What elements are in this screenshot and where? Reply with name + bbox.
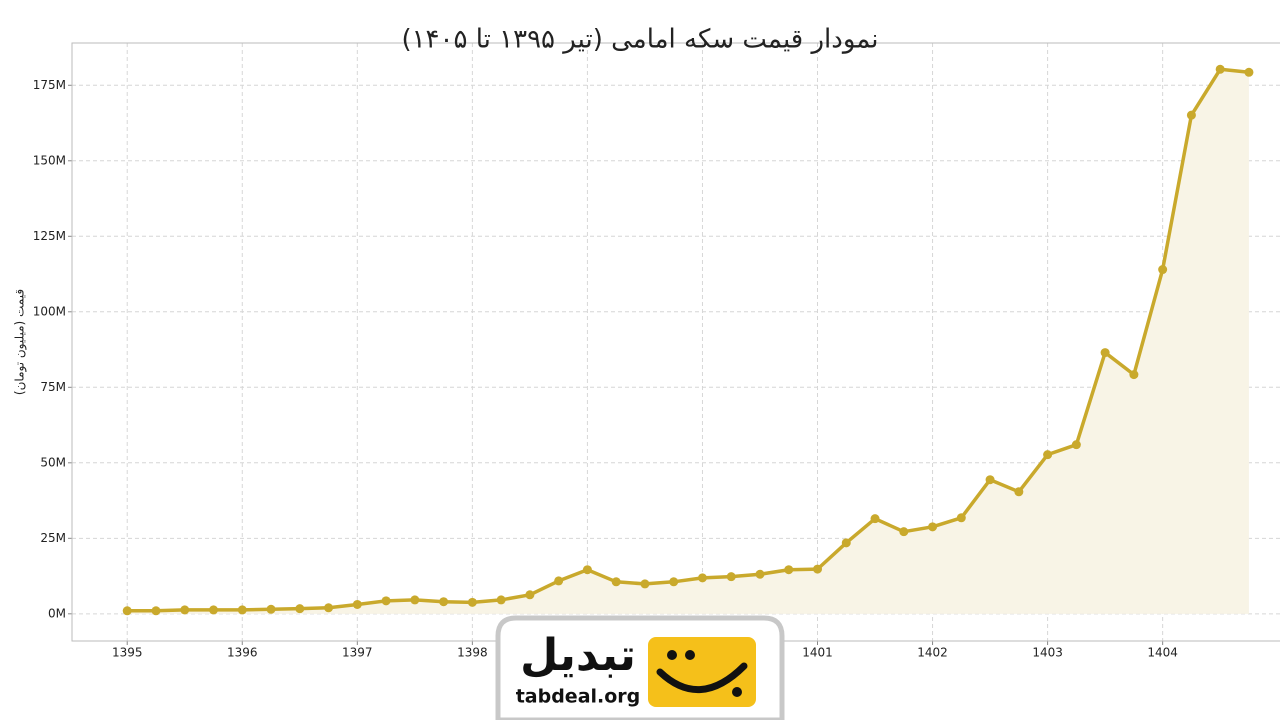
point — [439, 597, 449, 607]
x-tick-label: 1396 — [227, 646, 258, 660]
point — [1244, 67, 1254, 77]
point — [841, 538, 851, 548]
point — [582, 565, 592, 575]
point — [697, 573, 707, 583]
logo-site: tabdeal.org — [516, 686, 641, 708]
point — [928, 522, 938, 532]
point — [1129, 370, 1139, 380]
point — [151, 606, 161, 616]
point — [324, 603, 334, 613]
y-tick-label: 75M — [40, 380, 66, 394]
point — [1186, 110, 1196, 120]
y-axis-label: قیمت (میلیون تومان) — [13, 289, 28, 395]
logo-smile — [656, 662, 748, 694]
point — [295, 604, 305, 614]
point — [1100, 348, 1110, 358]
point — [554, 576, 564, 586]
point — [496, 595, 506, 605]
point — [381, 596, 391, 606]
point — [352, 599, 362, 609]
point — [525, 590, 535, 600]
line — [127, 67, 1250, 613]
y-tick-label: 175M — [33, 78, 66, 92]
point — [1215, 64, 1225, 74]
y-tick-label: 50M — [40, 455, 66, 469]
logo-dot — [667, 650, 677, 660]
point — [1071, 440, 1081, 450]
y-tick-label: 0M — [48, 606, 66, 620]
point — [784, 565, 794, 575]
y-tick-label: 125M — [33, 229, 66, 243]
x-tick-label: 1402 — [917, 646, 948, 660]
point — [985, 475, 995, 485]
logo-name: تبدیل — [520, 630, 636, 681]
y-tick-label: 100M — [33, 304, 66, 318]
point — [1043, 450, 1053, 460]
point — [870, 514, 880, 524]
point — [813, 564, 823, 574]
x-tick-label: 1395 — [112, 646, 143, 660]
logo-dot — [732, 687, 742, 697]
x-tick-label: 1397 — [342, 646, 373, 660]
area-fill — [127, 69, 1249, 614]
point — [266, 604, 276, 614]
point — [669, 577, 679, 587]
logo-dot — [685, 650, 695, 660]
point — [1158, 265, 1168, 275]
point — [899, 527, 909, 537]
point — [640, 579, 650, 589]
point — [1014, 487, 1024, 497]
x-tick-label: 1404 — [1147, 646, 1178, 660]
x-tick-label: 1398 — [457, 646, 488, 660]
point — [410, 595, 420, 605]
point — [122, 606, 132, 616]
y-tick-label: 25M — [40, 531, 66, 545]
point — [956, 513, 966, 523]
logo: تبدیل tabdeal.org — [495, 615, 785, 720]
point — [180, 605, 190, 615]
point — [209, 605, 219, 615]
point — [237, 605, 247, 615]
x-tick-label: 1401 — [802, 646, 833, 660]
point — [755, 569, 765, 579]
point — [726, 572, 736, 582]
point — [467, 597, 477, 607]
y-tick-label: 150M — [33, 153, 66, 167]
x-tick-label: 1403 — [1032, 646, 1063, 660]
chart-title: نمودار قیمت سکه امامی (تیر ۱۳۹۵ تا ۱۴۰۵) — [401, 25, 878, 55]
point — [611, 577, 621, 587]
